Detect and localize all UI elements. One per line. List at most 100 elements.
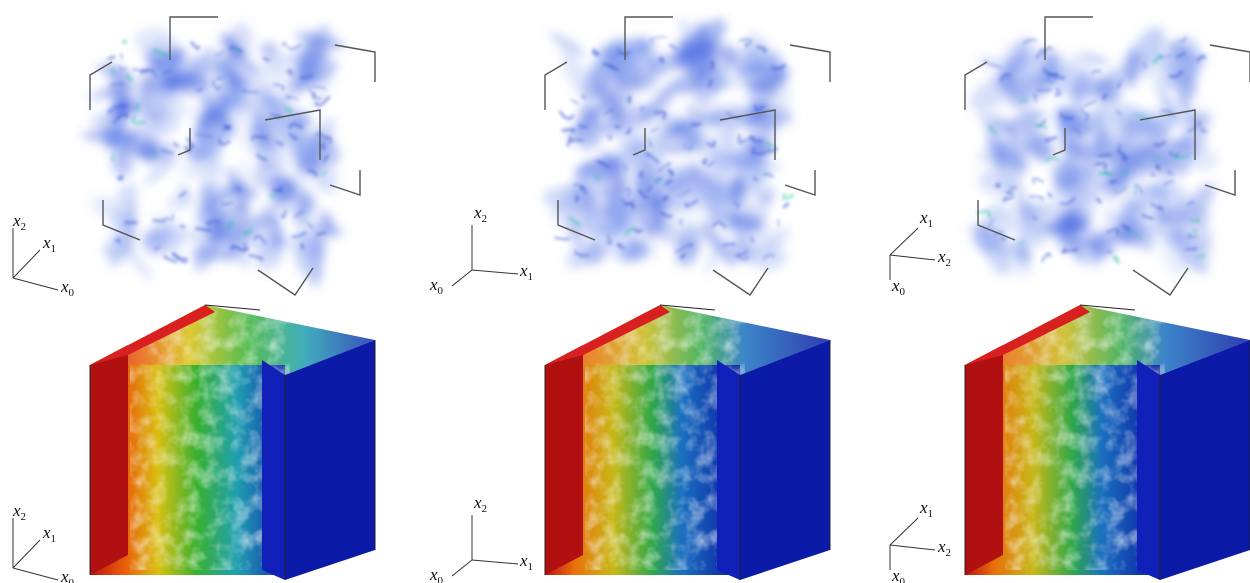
bounding-bracket: [545, 62, 567, 110]
axis-label: x1: [42, 523, 56, 545]
streak: [1136, 188, 1137, 193]
streak: [287, 44, 300, 49]
axis-label: x1: [519, 551, 533, 573]
axis-index: 1: [928, 508, 934, 520]
axis-index: 2: [946, 547, 952, 559]
axis-index: 2: [21, 221, 27, 233]
axis-index: 2: [946, 257, 952, 269]
axis-index: 0: [900, 576, 906, 583]
axis-label: x2: [12, 501, 26, 523]
streak: [628, 97, 630, 103]
axis-arrow: [472, 270, 518, 274]
axis-label: x2: [937, 247, 951, 269]
streak: [124, 40, 127, 43]
streak: [783, 204, 788, 208]
axis-arrow: [472, 560, 518, 564]
red-slab: [545, 345, 583, 575]
streak: [287, 70, 291, 76]
streak: [607, 135, 611, 140]
axis-label: x0: [891, 276, 906, 298]
streak: [175, 142, 180, 146]
red-slab: [965, 345, 1003, 575]
figure: x2x1x0x2x1x0x1x2x0x2x1x0x2x1x0x1x2x0: [0, 0, 1250, 583]
axis-index: 0: [438, 285, 444, 297]
streak: [120, 54, 122, 60]
bounding-bracket: [713, 268, 768, 295]
streak: [739, 134, 746, 143]
axis-arrow: [13, 540, 40, 568]
streak: [1029, 197, 1043, 201]
axis-label: x2: [937, 537, 951, 559]
streak: [120, 66, 127, 69]
streak: [691, 123, 700, 125]
streak: [703, 160, 706, 165]
axis-arrow: [452, 560, 472, 576]
streak: [109, 57, 115, 60]
streak: [117, 176, 122, 181]
haze: [108, 80, 131, 97]
streak: [560, 111, 574, 119]
axis-label: x1: [919, 208, 933, 230]
bounding-bracket: [1210, 45, 1250, 82]
streak: [1151, 173, 1155, 176]
axis-index: 0: [438, 575, 444, 583]
streak: [784, 194, 794, 199]
axis-triad: x1x2 x0: [890, 208, 951, 298]
axis-arrow: [890, 255, 935, 260]
volume-render: [81, 17, 375, 295]
axis-label: x0: [429, 275, 444, 297]
axis-arrow: [890, 228, 918, 255]
streak: [1033, 178, 1043, 183]
axis-index: 1: [528, 561, 534, 573]
axis-triad: x2 x1 x0: [429, 493, 533, 583]
axis-arrow: [13, 568, 58, 580]
bounding-bracket: [790, 45, 830, 82]
streak: [1007, 192, 1012, 193]
solid-render: [545, 305, 830, 580]
axis-arrow: [13, 250, 40, 278]
axis-label: x0: [891, 566, 906, 583]
axis-index: 2: [482, 213, 488, 225]
axis-index: 0: [900, 286, 906, 298]
axis-arrow: [452, 270, 472, 286]
axis-index: 0: [69, 287, 75, 299]
streak: [571, 100, 579, 104]
blue-front: [1137, 360, 1160, 580]
streak: [1186, 249, 1197, 250]
blue-front: [717, 360, 740, 580]
streak: [1000, 238, 1007, 239]
axis-label: x1: [42, 233, 56, 255]
solid-render: [965, 305, 1250, 580]
volume-haze: [81, 20, 347, 288]
streak: [110, 84, 124, 85]
axis-arrow: [13, 278, 58, 290]
axis-label: x1: [919, 498, 933, 520]
axis-label: x0: [60, 277, 75, 299]
axis-index: 1: [51, 533, 57, 545]
axis-label: x1: [519, 261, 533, 283]
streak: [282, 43, 286, 45]
volume-haze: [964, 22, 1221, 284]
bounding-bracket: [335, 45, 375, 82]
axis-label: x2: [12, 211, 26, 233]
axis-label: x0: [429, 565, 444, 583]
streak: [180, 226, 184, 227]
streak: [110, 153, 113, 161]
blue-face: [285, 340, 375, 580]
streak: [1114, 257, 1119, 263]
axis-index: 0: [69, 577, 75, 583]
streak: [191, 41, 199, 48]
red-slab: [90, 345, 128, 575]
streak: [302, 245, 303, 250]
axis-label: x2: [473, 493, 487, 515]
blue-front: [262, 360, 285, 580]
axis-index: 1: [528, 271, 534, 283]
axis-triad: x2x1x0: [429, 203, 533, 297]
streak: [1099, 173, 1113, 174]
axis-triad: x1x2 x0: [890, 498, 951, 583]
solid-render: [90, 305, 375, 580]
axis-index: 1: [928, 218, 934, 230]
streak: [165, 214, 173, 219]
